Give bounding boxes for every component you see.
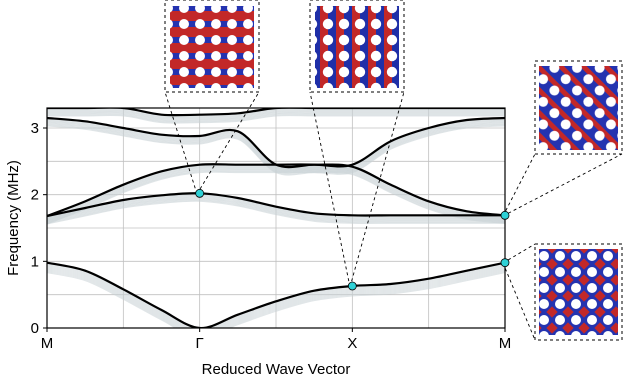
shadow-band-line xyxy=(47,122,505,173)
inset-mode-m-upper xyxy=(534,60,623,155)
y-axis-label: Frequency (MHz) xyxy=(5,160,22,276)
shadow-band-line xyxy=(47,270,505,328)
callout-line-m-upper-a xyxy=(502,153,536,217)
shadow-band-line xyxy=(47,196,505,221)
highlight-marker xyxy=(500,210,510,220)
callout-line-x-right xyxy=(349,91,405,288)
highlight-marker xyxy=(500,258,510,268)
shadow-band-line xyxy=(47,125,505,176)
y-tick-label: 2 xyxy=(31,187,39,204)
highlight-marker xyxy=(195,188,205,198)
shadow-band-line xyxy=(47,121,505,172)
highlight-markers xyxy=(195,188,510,291)
shadow-band-line xyxy=(47,119,505,171)
shadow-band-line xyxy=(47,111,505,121)
x-axis-label: Reduced Wave Vector xyxy=(202,361,351,378)
shadow-band-line xyxy=(47,109,505,119)
callout-line-m-lower-b xyxy=(502,262,536,341)
x-tick-label: M xyxy=(499,335,512,352)
shadow-band-line xyxy=(47,110,505,119)
shadow-band-line xyxy=(47,115,505,124)
band-4-line xyxy=(47,116,505,169)
shadow-band-line xyxy=(47,124,505,175)
shadow-band-line xyxy=(47,271,505,328)
shadow-band-line xyxy=(47,108,505,118)
x-tick-label: X xyxy=(347,335,357,352)
band-1-line xyxy=(47,261,505,328)
inset-mode-m-lower xyxy=(534,243,623,341)
inset-mode-gamma xyxy=(164,0,260,93)
shadow-band-line xyxy=(47,199,505,224)
inset-mode-x xyxy=(309,0,405,93)
y-tick-label: 1 xyxy=(31,253,39,270)
shadow-band-line xyxy=(47,120,505,171)
shadow-band-line xyxy=(47,198,505,223)
shadow-band-line xyxy=(47,266,505,328)
callout-line-m-upper-b xyxy=(502,153,623,217)
y-tick-label: 3 xyxy=(31,120,39,137)
shadow-band-line xyxy=(47,269,505,328)
y-tick-label: 0 xyxy=(31,320,39,337)
shadow-band-line xyxy=(47,123,505,175)
x-tick-label: Γ xyxy=(196,335,204,352)
shadow-band-line xyxy=(47,265,505,328)
shadow-band-line xyxy=(47,197,505,222)
highlight-marker xyxy=(347,281,357,291)
callout-line-gamma-right xyxy=(196,91,260,195)
shadow-band-line xyxy=(47,119,505,170)
shadow-band-line xyxy=(47,111,505,120)
shadow-band-line xyxy=(47,264,505,328)
shadow-band-line xyxy=(47,195,505,219)
band-2-line xyxy=(47,192,505,218)
shadow-band-line xyxy=(47,123,505,174)
shadow-band-line xyxy=(47,199,505,223)
shadow-band-line xyxy=(47,194,505,219)
shadow-band-line xyxy=(47,268,505,328)
shadow-band-line xyxy=(47,195,505,220)
shadow-band-line xyxy=(47,200,505,225)
shadow-band-line xyxy=(47,113,505,123)
shadow-band-line xyxy=(47,114,505,123)
shadow-band-line xyxy=(47,272,505,328)
band-curves xyxy=(47,108,505,328)
shadow-band-line xyxy=(47,267,505,328)
shadow-band-line xyxy=(47,112,505,122)
x-tick-label: M xyxy=(41,335,54,352)
